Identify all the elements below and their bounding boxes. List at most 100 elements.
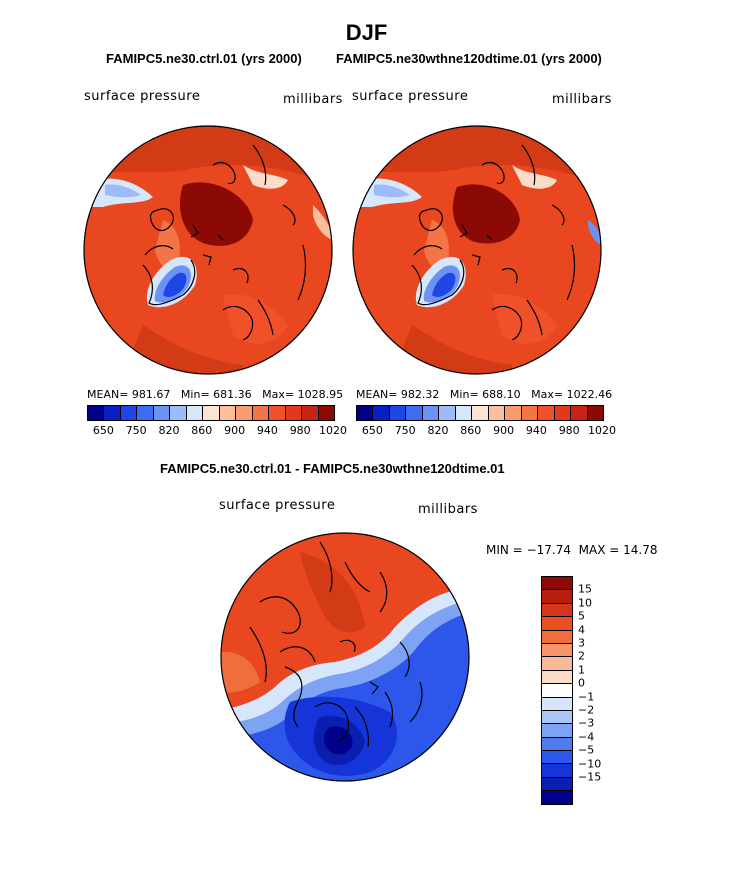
left-max-label: Max= (262, 388, 295, 401)
right-case-title: FAMIPC5.ne30wthne120dtime.01 (yrs 2000) (336, 51, 602, 66)
colorbar-tick-label: 940 (525, 424, 547, 437)
left-max-value: 1028.95 (297, 388, 344, 401)
diff-colorbar (541, 576, 573, 805)
colorbar-tick-label: 10 (578, 596, 592, 610)
right-variable-label: surface pressure (352, 89, 469, 104)
colorbar-swatch (219, 406, 237, 420)
colorbar-swatch (542, 710, 572, 725)
colorbar-swatch (542, 697, 572, 711)
colorbar-swatch (542, 684, 572, 698)
colorbar-swatch (542, 630, 572, 644)
colorbar-tick-label: 940 (256, 424, 278, 437)
right-min-value: 688.10 (482, 388, 521, 401)
colorbar-swatch (406, 406, 423, 420)
colorbar-swatch (542, 577, 572, 591)
colorbar-swatch (170, 406, 187, 420)
colorbar-swatch (236, 406, 253, 420)
colorbar-swatch (488, 406, 506, 420)
colorbar-tick-label: 900 (493, 424, 515, 437)
colorbar-tick-label: 15 (578, 582, 592, 596)
colorbar-swatch (439, 406, 456, 420)
right-polar-map (352, 125, 602, 375)
colorbar-tick-label: 820 (427, 424, 449, 437)
left-polar-map (83, 125, 333, 375)
colorbar-tick-label: −4 (578, 730, 595, 744)
colorbar-swatch (120, 406, 138, 420)
diff-min-value: −17.74 (526, 543, 571, 557)
colorbar-swatch (422, 406, 440, 420)
diff-max-value: 14.78 (623, 543, 658, 557)
colorbar-swatch (542, 657, 572, 671)
colorbar-swatch (153, 406, 171, 420)
colorbar-swatch (137, 406, 154, 420)
right-mean-label: MEAN= (356, 388, 398, 401)
colorbar-swatch (542, 791, 572, 804)
colorbar-tick-label: 5 (578, 609, 585, 623)
colorbar-swatch (542, 777, 572, 792)
left-stats-line: MEAN= 981.67 Min= 681.36 Max= 1028.95 (87, 388, 343, 401)
colorbar-tick-label: 750 (125, 424, 147, 437)
colorbar-tick-label: 980 (558, 424, 580, 437)
colorbar-swatch (505, 406, 522, 420)
colorbar-swatch (542, 751, 572, 765)
colorbar-swatch (587, 406, 604, 420)
colorbar-swatch (285, 406, 303, 420)
left-variable-label: surface pressure (84, 89, 201, 104)
right-colorbar (356, 405, 604, 421)
right-min-label: Min= (449, 388, 479, 401)
colorbar-tick-label: 650 (361, 424, 383, 437)
left-min-label: Min= (180, 388, 210, 401)
diff-min-label: MIN = (486, 543, 523, 557)
colorbar-tick-label: −3 (578, 716, 595, 730)
colorbar-tick-label: 750 (394, 424, 416, 437)
colorbar-tick-label: 860 (460, 424, 482, 437)
colorbar-swatch (542, 764, 572, 778)
left-colorbar (87, 405, 335, 421)
colorbar-swatch (521, 406, 539, 420)
diff-title: FAMIPC5.ne30.ctrl.01 - FAMIPC5.ne30wthne… (160, 461, 505, 476)
colorbar-swatch (542, 590, 572, 604)
colorbar-tick-label: 860 (191, 424, 213, 437)
colorbar-swatch (542, 737, 572, 752)
diff-variable-label: surface pressure (219, 498, 336, 513)
colorbar-swatch (357, 406, 374, 420)
colorbar-swatch (542, 643, 572, 658)
colorbar-tick-label: 820 (158, 424, 180, 437)
left-mean-label: MEAN= (87, 388, 129, 401)
colorbar-tick-label: 4 (578, 623, 585, 637)
right-max-value: 1022.46 (566, 388, 613, 401)
colorbar-tick-label: 2 (578, 649, 585, 663)
left-min-value: 681.36 (213, 388, 252, 401)
colorbar-swatch (203, 406, 220, 420)
colorbar-tick-label: 3 (578, 636, 585, 650)
colorbar-swatch (302, 406, 319, 420)
colorbar-tick-label: 0 (578, 676, 585, 690)
colorbar-swatch (542, 670, 572, 685)
figure-title: DJF (345, 20, 388, 45)
colorbar-swatch (472, 406, 489, 420)
colorbar-swatch (389, 406, 407, 420)
colorbar-tick-label: −1 (578, 690, 595, 704)
colorbar-swatch (373, 406, 390, 420)
colorbar-tick-label: 1020 (319, 424, 347, 437)
left-mean-value: 981.67 (131, 388, 171, 401)
right-mean-value: 982.32 (400, 388, 440, 401)
colorbar-swatch (542, 603, 572, 618)
diff-max-label: MAX = (578, 543, 620, 557)
colorbar-tick-label: −2 (578, 703, 595, 717)
colorbar-swatch (554, 406, 572, 420)
colorbar-swatch (542, 617, 572, 631)
diff-units-label: millibars (418, 502, 478, 517)
colorbar-swatch (88, 406, 105, 420)
left-case-title: FAMIPC5.ne30.ctrl.01 (yrs 2000) (106, 51, 302, 66)
left-units-label: millibars (283, 92, 343, 107)
right-max-label: Max= (531, 388, 564, 401)
colorbar-tick-label: 980 (289, 424, 311, 437)
colorbar-swatch (104, 406, 121, 420)
colorbar-swatch (542, 724, 572, 738)
colorbar-tick-label: −15 (578, 770, 602, 784)
colorbar-swatch (186, 406, 204, 420)
colorbar-swatch (571, 406, 588, 420)
diff-polar-map (220, 532, 470, 782)
right-units-label: millibars (552, 92, 612, 107)
